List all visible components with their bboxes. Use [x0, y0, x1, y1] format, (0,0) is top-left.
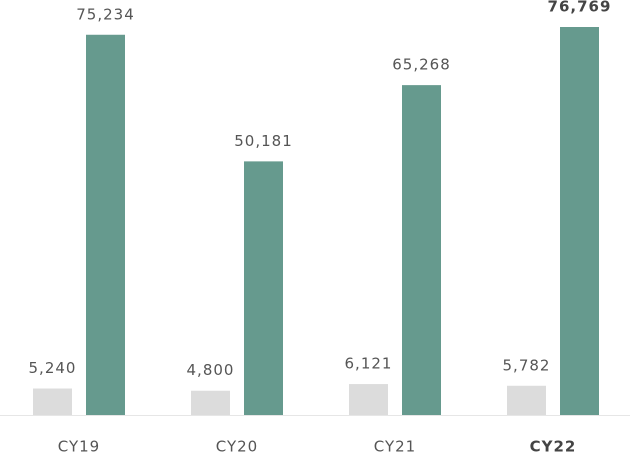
x-tick-label: CY22 [530, 438, 577, 455]
value-label: 76,769 [548, 0, 612, 16]
value-label: 4,800 [187, 361, 235, 379]
bar [349, 384, 388, 415]
bar [33, 388, 72, 415]
bar [86, 34, 125, 415]
bar [402, 85, 441, 415]
value-label: 50,181 [234, 132, 293, 150]
bar [191, 390, 230, 415]
x-tick-label: CY21 [374, 438, 416, 455]
value-label: 75,234 [76, 5, 135, 23]
bar [507, 385, 546, 415]
x-tick-label: CY20 [216, 438, 258, 455]
value-label: 6,121 [345, 355, 393, 373]
value-label: 65,268 [392, 56, 451, 74]
value-label: 5,782 [503, 356, 551, 374]
bar [560, 27, 599, 415]
x-tick-label: CY19 [58, 438, 100, 455]
value-label: 5,240 [29, 359, 77, 377]
bar [244, 161, 283, 415]
